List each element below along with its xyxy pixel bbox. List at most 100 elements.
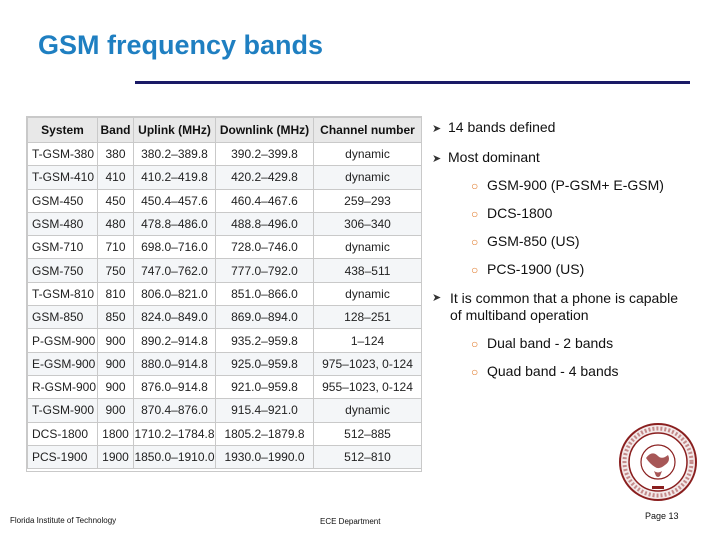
table-cell: 876.0–914.8 [133, 374, 216, 400]
circle-bullet-icon: ○ [471, 365, 479, 379]
table-cell: T-GSM-410 [27, 165, 98, 190]
table-cell: dynamic [313, 398, 422, 423]
table-cell: dynamic [313, 165, 422, 190]
table-cell: 850 [97, 305, 134, 330]
table-cell: 390.2–399.8 [215, 141, 314, 167]
table-cell: 410.2–419.8 [133, 165, 216, 190]
table-cell: 450 [97, 188, 134, 213]
table-cell: 900 [97, 374, 134, 400]
sub-bullet-quad-band: ○ Quad band - 4 bands [471, 363, 619, 379]
table-cell: GSM-750 [27, 258, 98, 283]
table-row: T-GSM-410 410 410.2–419.8 420.2–429.8 dynami… [27, 165, 422, 190]
table-row: E-GSM-900 900 880.0–914.8 925.0–959.8 975–10… [27, 351, 422, 376]
university-seal [619, 423, 697, 501]
table-cell: R-GSM-900 [27, 374, 98, 400]
footer-department: ECE Department [320, 517, 381, 526]
table-cell: T-GSM-900 [27, 398, 98, 423]
table-row: GSM-480 480 478.8–486.0 488.8–496.0 306–340 [27, 211, 422, 237]
footer-institution: Florida Institute of Technology [10, 516, 117, 525]
table-cell: 728.0–746.0 [215, 235, 314, 260]
table-header-row: System Band Uplink (MHz) Downlink (MHz) … [27, 117, 422, 143]
table-cell: 935.2–959.8 [215, 328, 314, 353]
header-uplink: Uplink (MHz) [133, 117, 216, 143]
table-cell: 1710.2–1784.8 [133, 421, 216, 446]
title-underline [135, 81, 690, 84]
page-number: Page 13 [645, 511, 679, 521]
header-channel-number: Channel number [313, 117, 422, 143]
table-cell: P-GSM-900 [27, 328, 98, 353]
table-cell: 880.0–914.8 [133, 351, 216, 376]
table-cell: 460.4–467.6 [215, 188, 314, 213]
table-cell: 890.2–914.8 [133, 328, 216, 353]
circle-bullet-icon: ○ [471, 263, 479, 277]
table-cell: GSM-480 [27, 211, 98, 237]
table-cell: 259–293 [313, 188, 422, 213]
table-cell: 450.4–457.6 [133, 188, 216, 213]
table-row: R-GSM-900 900 876.0–914.8 921.0–959.8 955–10… [27, 374, 422, 400]
table-cell: 410 [97, 165, 134, 190]
arrow-bullet-icon: ➤ [432, 292, 442, 304]
table-row: T-GSM-380 380 380.2–389.8 390.2–399.8 dynami… [27, 141, 422, 167]
header-band: Band [97, 117, 134, 143]
table-row: GSM-710 710 698.0–716.0 728.0–746.0 dynamic [27, 235, 422, 260]
table-cell: 900 [97, 328, 134, 353]
arrow-bullet-icon: ➤ [432, 153, 442, 165]
table-cell: E-GSM-900 [27, 351, 98, 376]
table-cell: 512–885 [313, 421, 422, 446]
table-cell: 824.0–849.0 [133, 305, 216, 330]
table-cell: 806.0–821.0 [133, 281, 216, 307]
table-cell: 870.4–876.0 [133, 398, 216, 423]
table-cell: 1–124 [313, 328, 422, 353]
table-row: DCS-1800 1800 1710.2–1784.8 1805.2–1879.8 51… [27, 421, 422, 446]
table-cell: 915.4–921.0 [215, 398, 314, 423]
table-cell: 480 [97, 211, 134, 237]
table-cell: 925.0–959.8 [215, 351, 314, 376]
table-row: GSM-750 750 747.0–762.0 777.0–792.0 438–511 [27, 258, 422, 283]
table-cell: 1800 [97, 421, 134, 446]
header-downlink: Downlink (MHz) [215, 117, 314, 143]
circle-bullet-icon: ○ [471, 235, 479, 249]
table-row: PCS-1900 1900 1850.0–1910.0 1930.0–1990.0 51… [27, 444, 422, 470]
bullet-most-dominant: ➤ Most dominant [432, 149, 540, 165]
circle-bullet-icon: ○ [471, 179, 479, 193]
table-cell: 750 [97, 258, 134, 283]
table-cell: 900 [97, 351, 134, 376]
bullet-bands-defined: ➤ 14 bands defined [432, 119, 556, 135]
sub-bullet-pcs1900: ○ PCS-1900 (US) [471, 261, 585, 277]
table-cell: 488.8–496.0 [215, 211, 314, 237]
table-cell: GSM-850 [27, 305, 98, 330]
table-cell: 955–1023, 0-124 [313, 374, 422, 400]
table-cell: 921.0–959.8 [215, 374, 314, 400]
gsm-bands-table: System Band Uplink (MHz) Downlink (MHz) … [26, 116, 422, 472]
bullet-multiband: ➤ It is common that a phone is capable of… [432, 290, 679, 323]
sub-bullet-gsm850: ○ GSM-850 (US) [471, 233, 580, 249]
table-cell: 975–1023, 0-124 [313, 351, 422, 376]
table-cell: 380 [97, 141, 134, 167]
table-cell: dynamic [313, 141, 422, 167]
table-row: GSM-850 850 824.0–849.0 869.0–894.0 128–251 [27, 305, 422, 330]
table-cell: PCS-1900 [27, 444, 98, 470]
table-cell: 128–251 [313, 305, 422, 330]
sub-bullet-dual-band: ○ Dual band - 2 bands [471, 335, 614, 351]
table-cell: 478.8–486.0 [133, 211, 216, 237]
table-cell: 1900 [97, 444, 134, 470]
table-cell: GSM-710 [27, 235, 98, 260]
table-cell: 1805.2–1879.8 [215, 421, 314, 446]
table-cell: GSM-450 [27, 188, 98, 213]
table-row: T-GSM-810 810 806.0–821.0 851.0–866.0 dynami… [27, 281, 422, 307]
table-row: T-GSM-900 900 870.4–876.0 915.4–921.0 dynami… [27, 398, 422, 423]
table-cell: dynamic [313, 235, 422, 260]
table-cell: 420.2–429.8 [215, 165, 314, 190]
table-cell: 512–810 [313, 444, 422, 470]
table-body: T-GSM-380 380 380.2–389.8 390.2–399.8 dynami… [27, 141, 422, 470]
table-row: GSM-450 450 450.4–457.6 460.4–467.6 259–293 [27, 188, 422, 213]
header-system: System [27, 117, 98, 143]
table-cell: 851.0–866.0 [215, 281, 314, 307]
table-cell: T-GSM-810 [27, 281, 98, 307]
table-cell: 900 [97, 398, 134, 423]
table-cell: 306–340 [313, 211, 422, 237]
table-cell: 710 [97, 235, 134, 260]
circle-bullet-icon: ○ [471, 337, 479, 351]
slide-title: GSM frequency bands [38, 30, 324, 60]
sub-bullet-gsm900: ○ GSM-900 (P-GSM+ E-GSM) [471, 177, 664, 193]
